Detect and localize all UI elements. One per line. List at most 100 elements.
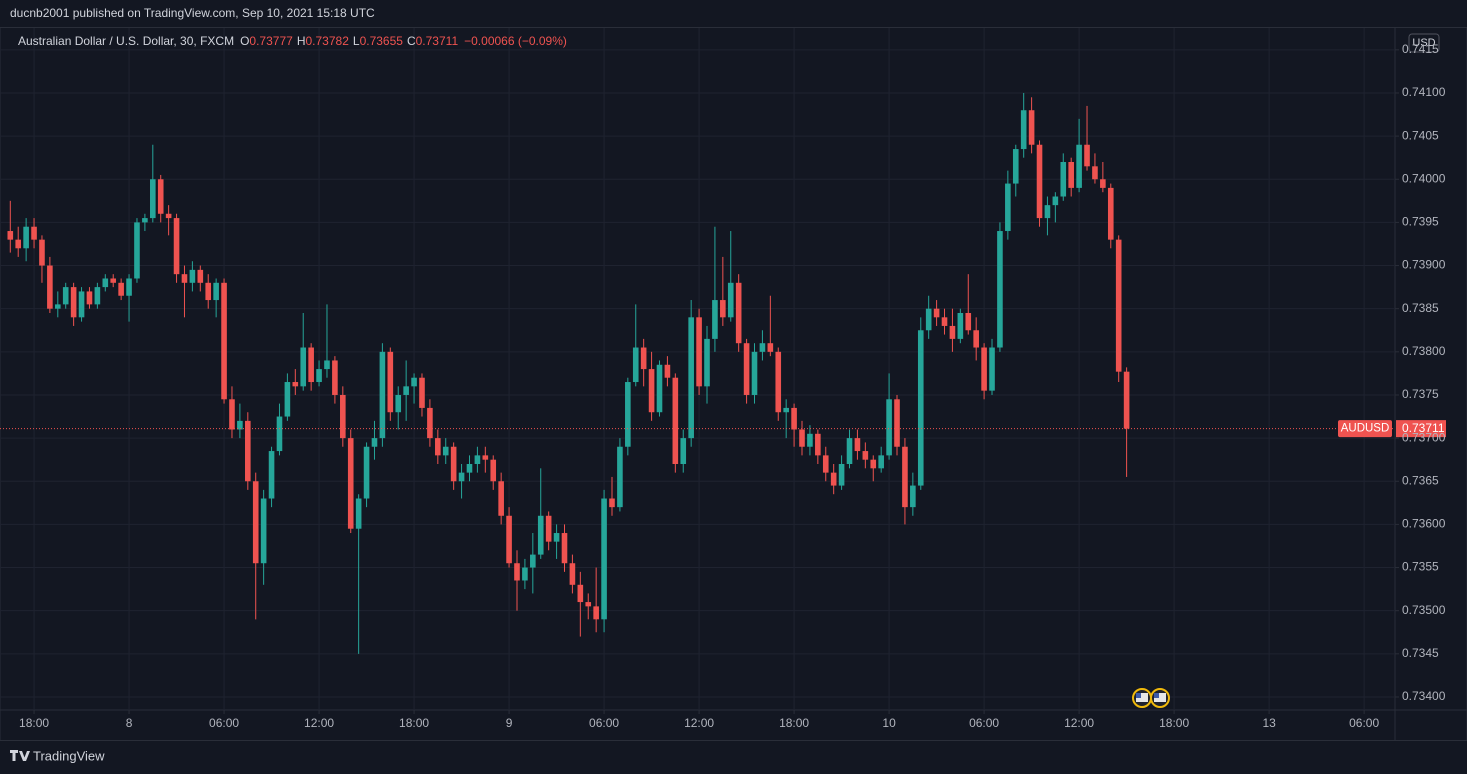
x-tick-label: 12:00 — [304, 716, 334, 730]
candle-body — [838, 464, 845, 486]
candle-body — [419, 377, 425, 408]
footer-logo[interactable] — [10, 750, 30, 761]
candle-body — [625, 382, 631, 447]
ohlc-value: 0.73711 — [416, 34, 459, 48]
candle-body — [632, 347, 639, 383]
y-tick-label: 0.7365 — [1402, 473, 1439, 487]
candle-body — [403, 386, 409, 395]
flag-canton — [1136, 693, 1141, 698]
publish-header: ducnb2001 published on TradingView.com, … — [10, 6, 375, 20]
y-tick-label: 0.7395 — [1402, 215, 1439, 229]
candle-body — [490, 459, 497, 482]
candle-body — [870, 459, 877, 469]
candle-body — [561, 533, 568, 564]
candle-body — [1084, 144, 1090, 167]
ohlc-value: 0.73782 — [305, 34, 349, 48]
symbol-badge — [1338, 420, 1392, 438]
candle-body — [118, 282, 124, 296]
currency-box[interactable] — [1408, 33, 1440, 53]
candle-body — [15, 239, 22, 249]
candle-body — [1123, 371, 1130, 429]
candle-body — [47, 265, 53, 309]
x-tick-label: 8 — [126, 716, 133, 730]
candle-body — [569, 563, 576, 585]
y-tick-label: 0.7345 — [1402, 646, 1439, 660]
candle-body — [617, 446, 623, 508]
candle-body — [134, 222, 140, 279]
candle-body — [973, 330, 979, 348]
candle-body — [1052, 196, 1059, 206]
candle-body — [70, 287, 77, 318]
y-tick-label: 0.73700 — [1402, 430, 1446, 444]
candle-body — [189, 269, 196, 283]
x-tick-label: 06:00 — [1349, 716, 1379, 730]
candle-body — [347, 438, 354, 529]
candle-body — [466, 464, 473, 473]
y-tick-label: 0.7355 — [1402, 560, 1439, 574]
x-tick-label: 18:00 — [19, 716, 49, 730]
candle-body — [886, 399, 892, 456]
ohlc-key: O — [240, 34, 249, 48]
candle-body — [957, 313, 964, 339]
candle-body — [316, 369, 322, 383]
candle-body — [173, 218, 180, 275]
candle-body — [799, 429, 805, 447]
legend: Australian Dollar / U.S. Dollar, 30, FXC… — [18, 34, 567, 48]
candle-body — [363, 446, 370, 499]
candle-body — [925, 308, 932, 331]
candle-body — [941, 317, 948, 326]
candle-body — [743, 343, 750, 395]
candle-body — [86, 291, 93, 305]
flag — [1136, 693, 1148, 702]
currency-label: USD — [1412, 37, 1435, 49]
candle-body — [902, 446, 908, 508]
candle-body — [355, 498, 362, 529]
candle-body — [1076, 144, 1082, 188]
candle-body — [150, 179, 156, 219]
price-badge — [1396, 420, 1446, 438]
candle-body — [1044, 205, 1051, 219]
candle-body — [545, 515, 552, 542]
candle-body — [39, 239, 45, 266]
candle-body — [268, 451, 275, 499]
candle-body — [450, 446, 457, 482]
candle-body — [102, 278, 109, 288]
y-tick-label: 0.74100 — [1402, 85, 1446, 99]
candle-body — [371, 438, 378, 447]
candle-body — [308, 347, 314, 383]
candle-body — [688, 317, 694, 439]
candle-body — [1100, 179, 1106, 188]
candle-body — [648, 369, 655, 413]
event-icons[interactable] — [1132, 688, 1170, 708]
ohlc-value: 0.73777 — [249, 34, 293, 48]
candle-body — [656, 364, 663, 413]
candle-body — [395, 394, 402, 413]
candle-body — [506, 515, 512, 564]
pane-border — [0, 27, 1467, 741]
candle-body — [807, 433, 813, 447]
ohlc-value: 0.73655 — [360, 34, 404, 48]
candle-body — [300, 347, 307, 387]
candle-body — [672, 377, 679, 465]
candle-body — [680, 438, 687, 465]
candle-body — [31, 226, 37, 240]
candle-body — [1068, 162, 1074, 188]
candle-body — [514, 563, 520, 581]
candle-body — [387, 351, 394, 413]
candle-body — [830, 472, 837, 486]
candle-body — [609, 498, 615, 508]
symbol-label: AUDUSD — [1341, 423, 1390, 435]
price-label: 0.73711 — [1402, 421, 1445, 435]
candle-body — [1020, 110, 1027, 150]
candle-body — [640, 347, 647, 370]
candle-body — [205, 282, 212, 301]
candle-body — [474, 455, 481, 465]
ohlc-key: H — [297, 34, 306, 48]
x-tick-label: 06:00 — [589, 716, 619, 730]
candle-body — [332, 360, 338, 395]
candle-body — [284, 382, 291, 417]
candle-body — [822, 455, 829, 473]
candle-body — [197, 269, 204, 283]
candle-body — [1028, 110, 1035, 145]
